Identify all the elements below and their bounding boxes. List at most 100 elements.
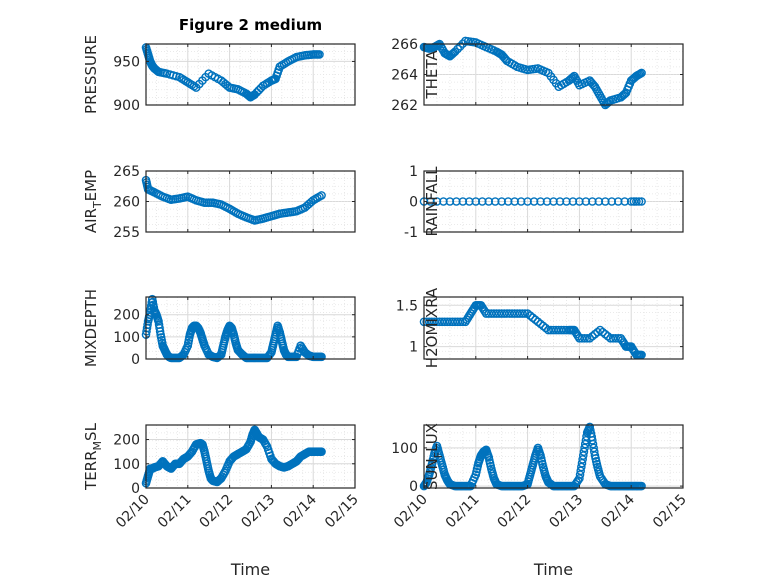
y-tick-label: 100: [113, 330, 140, 346]
data-point: [439, 197, 448, 206]
y-tick-label: 1: [409, 340, 418, 356]
data-point: [541, 323, 551, 333]
x-tick-label: 02/12: [197, 492, 237, 532]
data-point: [458, 197, 468, 206]
x-tick-label: 02/14: [598, 491, 638, 531]
axes-box: [145, 424, 356, 489]
data-point: [536, 197, 545, 206]
data-point: [155, 327, 165, 336]
data-point: [637, 481, 646, 491]
y-tick-label: 1: [409, 164, 418, 180]
data-point: [562, 197, 571, 206]
x-tick-label: 02/14: [280, 491, 320, 531]
x-tick-label: 02/15: [650, 492, 690, 532]
y-tick-label: 950: [113, 54, 140, 70]
axes-box: [423, 424, 684, 489]
data-point: [620, 197, 630, 206]
data-series: [419, 422, 646, 491]
subplot-terr-msl: 0 100 200 02/10 02/11 02/12 02/13 02/14 02/15 TER…: [82, 422, 362, 579]
y-tick-label: 100: [391, 441, 418, 457]
data-point: [581, 197, 591, 206]
data-point: [490, 197, 500, 206]
data-point: [593, 327, 602, 337]
x-tick-label: 02/10: [113, 492, 153, 532]
x-tick-label: 02/10: [391, 492, 431, 532]
y-tick-label: 200: [113, 308, 140, 324]
y-axis-label: RAINFALL: [423, 166, 441, 237]
subplot-sun-flux: 0 100 02/10 02/11 02/12 02/13 02/14 02/15 SUNFLU…: [391, 422, 690, 579]
data-point: [523, 309, 532, 318]
x-tick-label: 02/12: [495, 492, 535, 532]
data-point: [598, 327, 608, 337]
data-point: [518, 309, 527, 318]
data-point: [497, 197, 507, 206]
x-tick-label: 02/13: [546, 492, 586, 532]
data-point: [536, 319, 545, 329]
y-tick-label: 266: [391, 37, 418, 53]
data-point: [549, 197, 558, 206]
y-tick-label: 255: [113, 225, 140, 241]
data-point: [538, 321, 548, 331]
x-tick-label: 02/11: [155, 492, 195, 532]
data-point: [503, 197, 513, 206]
data-point: [533, 317, 543, 327]
data-point: [471, 197, 481, 206]
data-point: [634, 197, 644, 206]
data-point: [525, 311, 535, 320]
data-point: [573, 476, 583, 485]
data-point: [523, 197, 532, 206]
data-point: [585, 334, 595, 343]
data-point: [613, 197, 623, 206]
data-point: [528, 313, 538, 322]
subplot-rainfall: -1 0 1 RAINFALL: [404, 164, 684, 241]
data-point: [531, 315, 540, 325]
data-point: [590, 329, 600, 339]
data-point: [588, 197, 597, 206]
data-point: [529, 197, 539, 206]
data-point: [607, 197, 617, 206]
y-tick-label: 200: [113, 433, 140, 449]
y-axis-label: TERRMSL: [82, 422, 104, 491]
data-point: [143, 320, 152, 329]
y-tick-label: 0: [409, 479, 418, 495]
subplot-h2omixra: 1 1.5 H2OMIXRA: [396, 287, 684, 368]
y-tick-label: 260: [113, 195, 140, 211]
data-point: [448, 49, 457, 59]
data-point: [453, 44, 462, 54]
axes-box: [145, 43, 356, 106]
data-point: [595, 325, 605, 335]
subplot-theta: 262 264 266 THETA: [391, 36, 684, 114]
x-tick-label: 02/13: [238, 492, 278, 532]
data-point: [603, 331, 613, 341]
data-point: [637, 197, 646, 206]
data-point: [588, 331, 597, 341]
data-series: [141, 43, 324, 102]
data-point: [315, 50, 324, 59]
y-axis-label: PRESSURE: [82, 35, 100, 114]
data-point: [317, 191, 326, 200]
y-tick-label: 0: [409, 195, 418, 211]
data-point: [445, 197, 455, 206]
data-point: [567, 74, 576, 83]
figure-title: Figure 2 medium: [179, 16, 322, 34]
y-tick-label: 1.5: [396, 298, 418, 314]
y-tick-label: 0: [131, 481, 140, 497]
data-series: [419, 197, 646, 206]
y-axis-label: H2OMIXRA: [423, 287, 441, 368]
data-point: [601, 329, 610, 339]
y-axis-label: SUNFLUX: [423, 423, 445, 490]
data-point: [637, 68, 646, 78]
subplot-pressure: 900 950 PRESSURE Figure 2 medium: [82, 16, 356, 114]
data-point: [455, 41, 465, 51]
y-tick-label: 900: [113, 98, 140, 114]
y-tick-label: 262: [391, 98, 418, 114]
data-point: [580, 334, 589, 343]
data-series: [141, 425, 326, 488]
x-axis-label: Time: [230, 560, 270, 579]
data-point: [632, 197, 641, 206]
axes-box: [145, 296, 356, 360]
data-series: [141, 294, 326, 363]
data-point: [594, 197, 604, 206]
data-point: [450, 47, 460, 56]
data-point: [465, 197, 474, 206]
